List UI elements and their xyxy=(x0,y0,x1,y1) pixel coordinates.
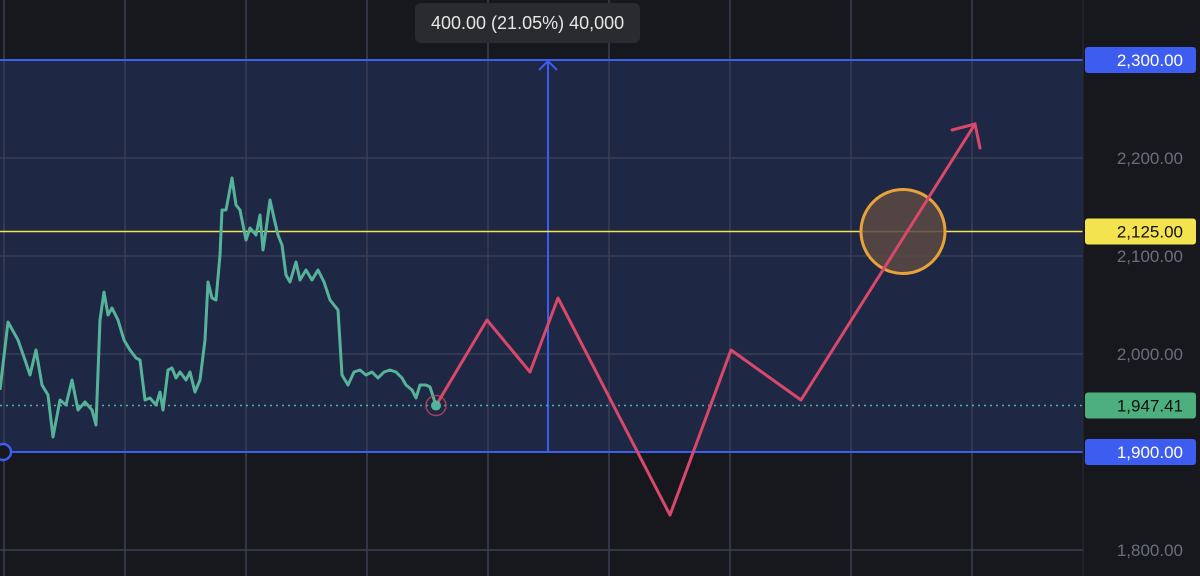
measure-arrowhead xyxy=(538,59,558,71)
y-tick-label: 1,800.00 xyxy=(1117,541,1183,560)
last-price-marker xyxy=(431,400,441,411)
range-top-badge-text: 2,300.00 xyxy=(1117,51,1183,70)
range-top-badge-bg xyxy=(1085,47,1196,73)
range-top-badge[interactable]: 2,300.00 xyxy=(1085,47,1196,73)
last-price-badge-text: 1,947.41 xyxy=(1117,397,1183,416)
last-price-badge[interactable]: 1,947.41 xyxy=(1085,392,1196,419)
level-badge[interactable]: 2,125.00 xyxy=(1085,218,1196,245)
level-badge-bg xyxy=(1085,218,1196,245)
projection-path[interactable] xyxy=(434,123,977,517)
range-handle[interactable] xyxy=(0,442,13,462)
price-axis[interactable]: 2,200.00 2,100.00 2,000.00 1,800.00 2,300.00… xyxy=(1082,0,1196,576)
range-bottom-badge-text: 1,900.00 xyxy=(1117,443,1183,462)
measure-tooltip: 400.00 (21.05%) 40,000 xyxy=(415,3,641,43)
range-bottom-badge[interactable]: 1,900.00 xyxy=(1085,439,1196,465)
level-badge-text: 2,125.00 xyxy=(1117,223,1183,242)
price-series-line xyxy=(0,176,438,439)
target-circle[interactable] xyxy=(859,188,947,275)
projection-arrow[interactable] xyxy=(434,122,982,517)
measure-arrow xyxy=(538,59,558,452)
y-tick-label: 2,000.00 xyxy=(1117,345,1183,364)
last-price-badge-bg xyxy=(1085,392,1196,419)
projection-arrowhead xyxy=(950,122,982,150)
range-bottom-badge-bg xyxy=(1085,439,1196,465)
last-price-marker-ring xyxy=(425,394,447,417)
y-tick-label: 2,100.00 xyxy=(1117,247,1183,266)
y-tick-label: 2,200.00 xyxy=(1117,149,1183,168)
